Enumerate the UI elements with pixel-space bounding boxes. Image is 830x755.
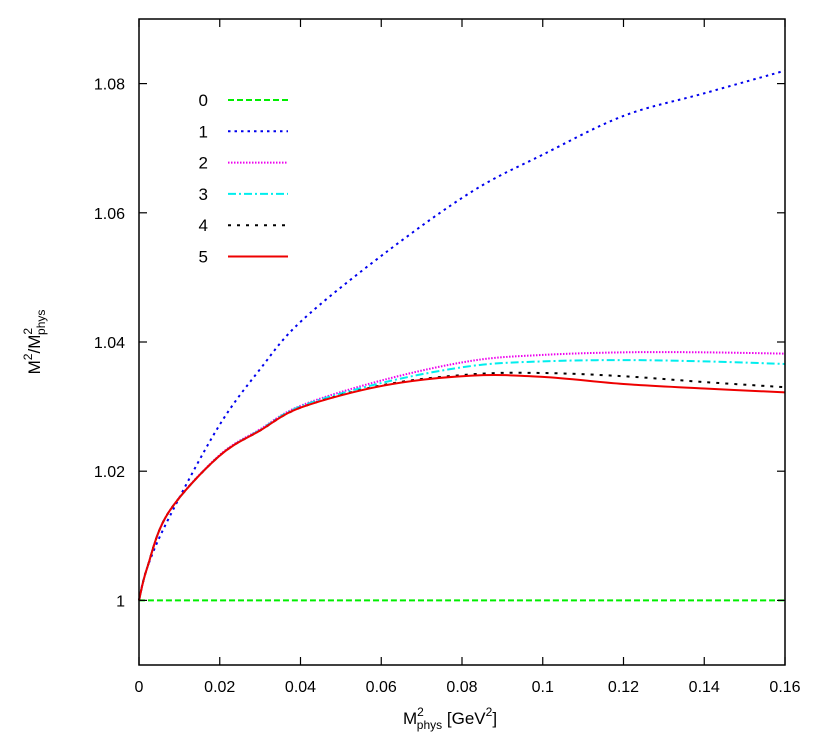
series-line-1 — [138, 69, 786, 601]
series-line-2 — [138, 351, 786, 601]
x-tick-label: 0.02 — [204, 679, 235, 696]
x-tick-label: 0.04 — [285, 679, 316, 696]
series-lines — [138, 69, 786, 602]
x-tick-label: 0.14 — [689, 679, 720, 696]
x-tick-label: 0.16 — [769, 679, 800, 696]
legend-label: 0 — [199, 91, 208, 110]
x-tick-label: 0.12 — [608, 679, 639, 696]
legend-label: 2 — [199, 154, 208, 173]
y-axis-label: M2/M2phys — [21, 310, 48, 375]
y-tick-label: 1.02 — [94, 464, 125, 481]
legend-label: 5 — [199, 248, 208, 267]
series-line-5 — [138, 373, 786, 601]
y-tick-label: 1.08 — [94, 77, 125, 94]
axis-ticks: 0 0.02 0.04 0.06 0.08 0.1 0.12 0.14 0.16 1 1.02 1.0… — [94, 19, 801, 696]
x-tick-label: 0.06 — [366, 679, 397, 696]
x-axis-label: M2 phys [GeV2] — [403, 705, 497, 732]
x-tick-label: 0.1 — [532, 679, 554, 696]
legend-label: 4 — [199, 216, 208, 235]
x-tick-label: 0 — [135, 679, 144, 696]
legend-label: 3 — [199, 185, 208, 204]
legend: 0 1 2 3 4 5 — [199, 91, 288, 267]
series-line-3 — [138, 359, 786, 601]
plot-frame — [138, 18, 786, 666]
legend-label: 1 — [199, 122, 208, 141]
y-tick-label: 1.04 — [94, 335, 125, 352]
y-tick-label: 1.06 — [94, 206, 125, 223]
series-line-4 — [138, 371, 786, 601]
x-tick-label: 0.08 — [446, 679, 477, 696]
y-tick-label: 1 — [116, 593, 125, 610]
